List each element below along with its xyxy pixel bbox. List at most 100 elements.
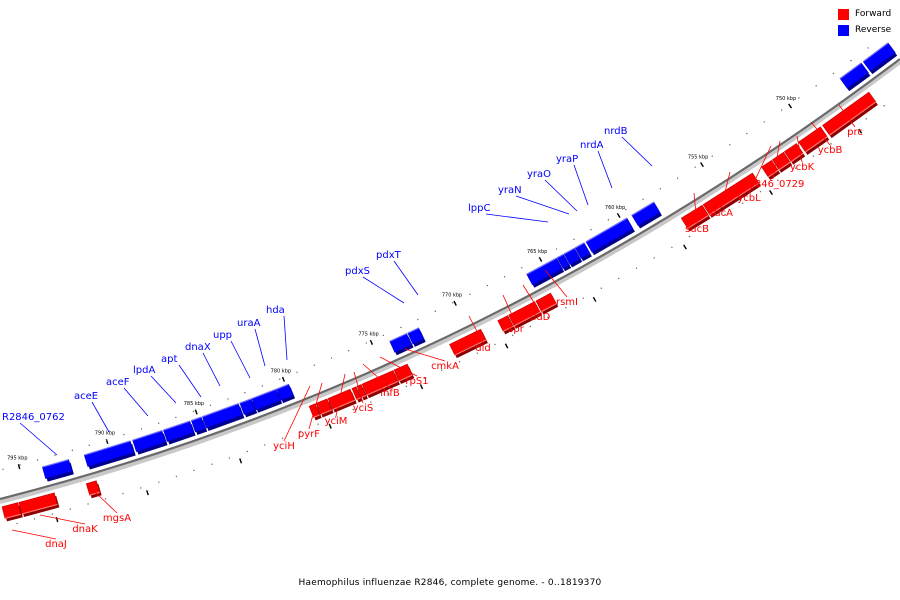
- minor-tick: [452, 302, 454, 304]
- tick-mark: [700, 162, 704, 168]
- minor-tick: [365, 342, 367, 344]
- gene-label-r2846-0762[interactable]: R2846_0762: [2, 412, 65, 423]
- gene-r2846-0762[interactable]: [42, 459, 74, 482]
- leader-line: [178, 364, 202, 398]
- gene-dnaj[interactable]: [1, 502, 23, 522]
- gene-spr[interactable]: [497, 315, 516, 335]
- gene-label-ycim[interactable]: yciM: [325, 416, 348, 427]
- minor-tick: [19, 464, 21, 466]
- gene-yrap[interactable]: [574, 242, 592, 262]
- gene-label-ihfb[interactable]: ihfB: [380, 388, 400, 399]
- gene-label-sucb[interactable]: sucB: [685, 224, 709, 235]
- minor-tick: [711, 155, 713, 157]
- gene-pdxs[interactable]: [389, 333, 414, 356]
- gene-label-ycbk[interactable]: ycbK: [790, 162, 815, 173]
- gene-rps1[interactable]: [361, 370, 400, 399]
- leader-line: [379, 356, 418, 377]
- gene-yran[interactable]: [556, 253, 572, 272]
- gene-hda[interactable]: [276, 383, 296, 404]
- gene-lpda[interactable]: [163, 420, 196, 445]
- gene-ycbk[interactable]: [784, 143, 806, 165]
- gene-label-hda[interactable]: hda: [266, 305, 285, 316]
- gene-label-apt[interactable]: apt: [161, 354, 177, 365]
- leader-line: [573, 164, 589, 206]
- gene-corner[interactable]: [839, 62, 871, 92]
- gene-nrdb[interactable]: [631, 201, 662, 229]
- minor-tick: [140, 428, 143, 430]
- gene-apt[interactable]: [191, 416, 208, 435]
- leader-line: [283, 315, 288, 361]
- gene-uraa[interactable]: [251, 388, 283, 413]
- tick-mark: [769, 190, 773, 196]
- gene-lppc[interactable]: [526, 257, 565, 288]
- gene-highlight: [276, 383, 289, 390]
- gene-label-ycbb[interactable]: ycbB: [818, 145, 843, 156]
- gene-r2846-0729[interactable]: [771, 151, 793, 173]
- gene-yrao[interactable]: [563, 247, 583, 268]
- gene-label-lpda[interactable]: lpdA: [133, 365, 155, 376]
- gene-label-pdxs[interactable]: pdxS: [345, 266, 370, 277]
- gene-label-ycis[interactable]: yciS: [353, 403, 374, 414]
- gene-highlight: [502, 325, 514, 332]
- gene-pdxt[interactable]: [407, 327, 426, 347]
- gene-acee[interactable]: [83, 440, 136, 470]
- tick-mark: [419, 384, 424, 390]
- tick-label: 760 kbp: [605, 205, 625, 211]
- gene-ycis[interactable]: [351, 386, 363, 403]
- gene-label-pdxt[interactable]: pdxT: [376, 250, 402, 261]
- gene-label-rsmi[interactable]: rsmI: [556, 297, 578, 308]
- gene-label-dnaj[interactable]: dnaJ: [45, 539, 67, 550]
- scale-ticks: 750 kbp 755 kbp 760 kbp 765 kbp 770 kbp 775 k…: [2, 47, 885, 525]
- gene-label-dnax[interactable]: dnaX: [185, 342, 211, 353]
- gene-pyrf[interactable]: [315, 398, 334, 418]
- gene-ycim[interactable]: [327, 388, 357, 413]
- gene-dld[interactable]: [449, 328, 488, 359]
- gene-label-pyrf[interactable]: pyrF: [298, 429, 320, 440]
- minor-tick: [582, 297, 585, 299]
- minor-tick: [370, 401, 372, 403]
- gene-label-dnak[interactable]: dnaK: [72, 524, 98, 535]
- gene-label-yrap[interactable]: yraP: [556, 154, 578, 165]
- gene-label-acee[interactable]: aceE: [74, 391, 98, 402]
- gene-mgsa[interactable]: [85, 480, 102, 499]
- gene-dnax[interactable]: [202, 403, 245, 431]
- gene-label-lppc[interactable]: lppC: [468, 203, 490, 214]
- minor-tick: [104, 498, 107, 500]
- gene-label-prc[interactable]: prc: [847, 127, 863, 138]
- gene-cmka[interactable]: [393, 363, 415, 384]
- gene-highlight: [366, 380, 399, 396]
- gene-label-uraa[interactable]: uraA: [237, 318, 261, 329]
- gene-label-yran[interactable]: yraN: [498, 185, 522, 196]
- minor-tick: [521, 267, 523, 269]
- gene-label-tldd[interactable]: tldD: [530, 312, 551, 323]
- gene-label-dld[interactable]: dld: [475, 343, 490, 354]
- gene-dnak[interactable]: [18, 492, 60, 517]
- leader-line: [468, 315, 484, 344]
- gene-label-suca[interactable]: sucA: [709, 208, 733, 219]
- minor-tick: [676, 177, 679, 179]
- gene-label-ycbl[interactable]: ycbL: [737, 193, 761, 204]
- gene-rsmi[interactable]: [535, 292, 559, 315]
- gene-tldd[interactable]: [508, 301, 543, 329]
- gene-label-acef[interactable]: aceF: [106, 377, 130, 388]
- gene-label-upp[interactable]: upp: [213, 330, 232, 341]
- minor-tick: [400, 326, 402, 329]
- gene-prc[interactable]: [822, 91, 878, 139]
- gene-label-nrdb[interactable]: nrdB: [604, 126, 628, 137]
- gene-nrda[interactable]: [585, 217, 635, 256]
- gene-label-yrao[interactable]: yraO: [527, 169, 551, 180]
- gene-corner[interactable]: [862, 42, 898, 75]
- gene-upp[interactable]: [239, 398, 258, 418]
- gene-label-r2846-0729[interactable]: R2846_0729: [742, 179, 805, 190]
- gene-highlight: [361, 395, 367, 398]
- minor-tick: [347, 349, 350, 352]
- gene-label-ycih[interactable]: yciH: [273, 441, 295, 452]
- gene-acef[interactable]: [132, 430, 168, 455]
- gene-label-mgsa[interactable]: mgsA: [103, 513, 131, 524]
- gene-label-rps1[interactable]: rpS1: [405, 376, 428, 387]
- gene-highlight: [541, 303, 557, 313]
- gene-highlight: [84, 440, 131, 456]
- gene-label-nrda[interactable]: nrdA: [580, 140, 604, 151]
- gene-label-cmka[interactable]: cmkA: [431, 361, 459, 372]
- gene-label-spr[interactable]: spr: [508, 324, 525, 335]
